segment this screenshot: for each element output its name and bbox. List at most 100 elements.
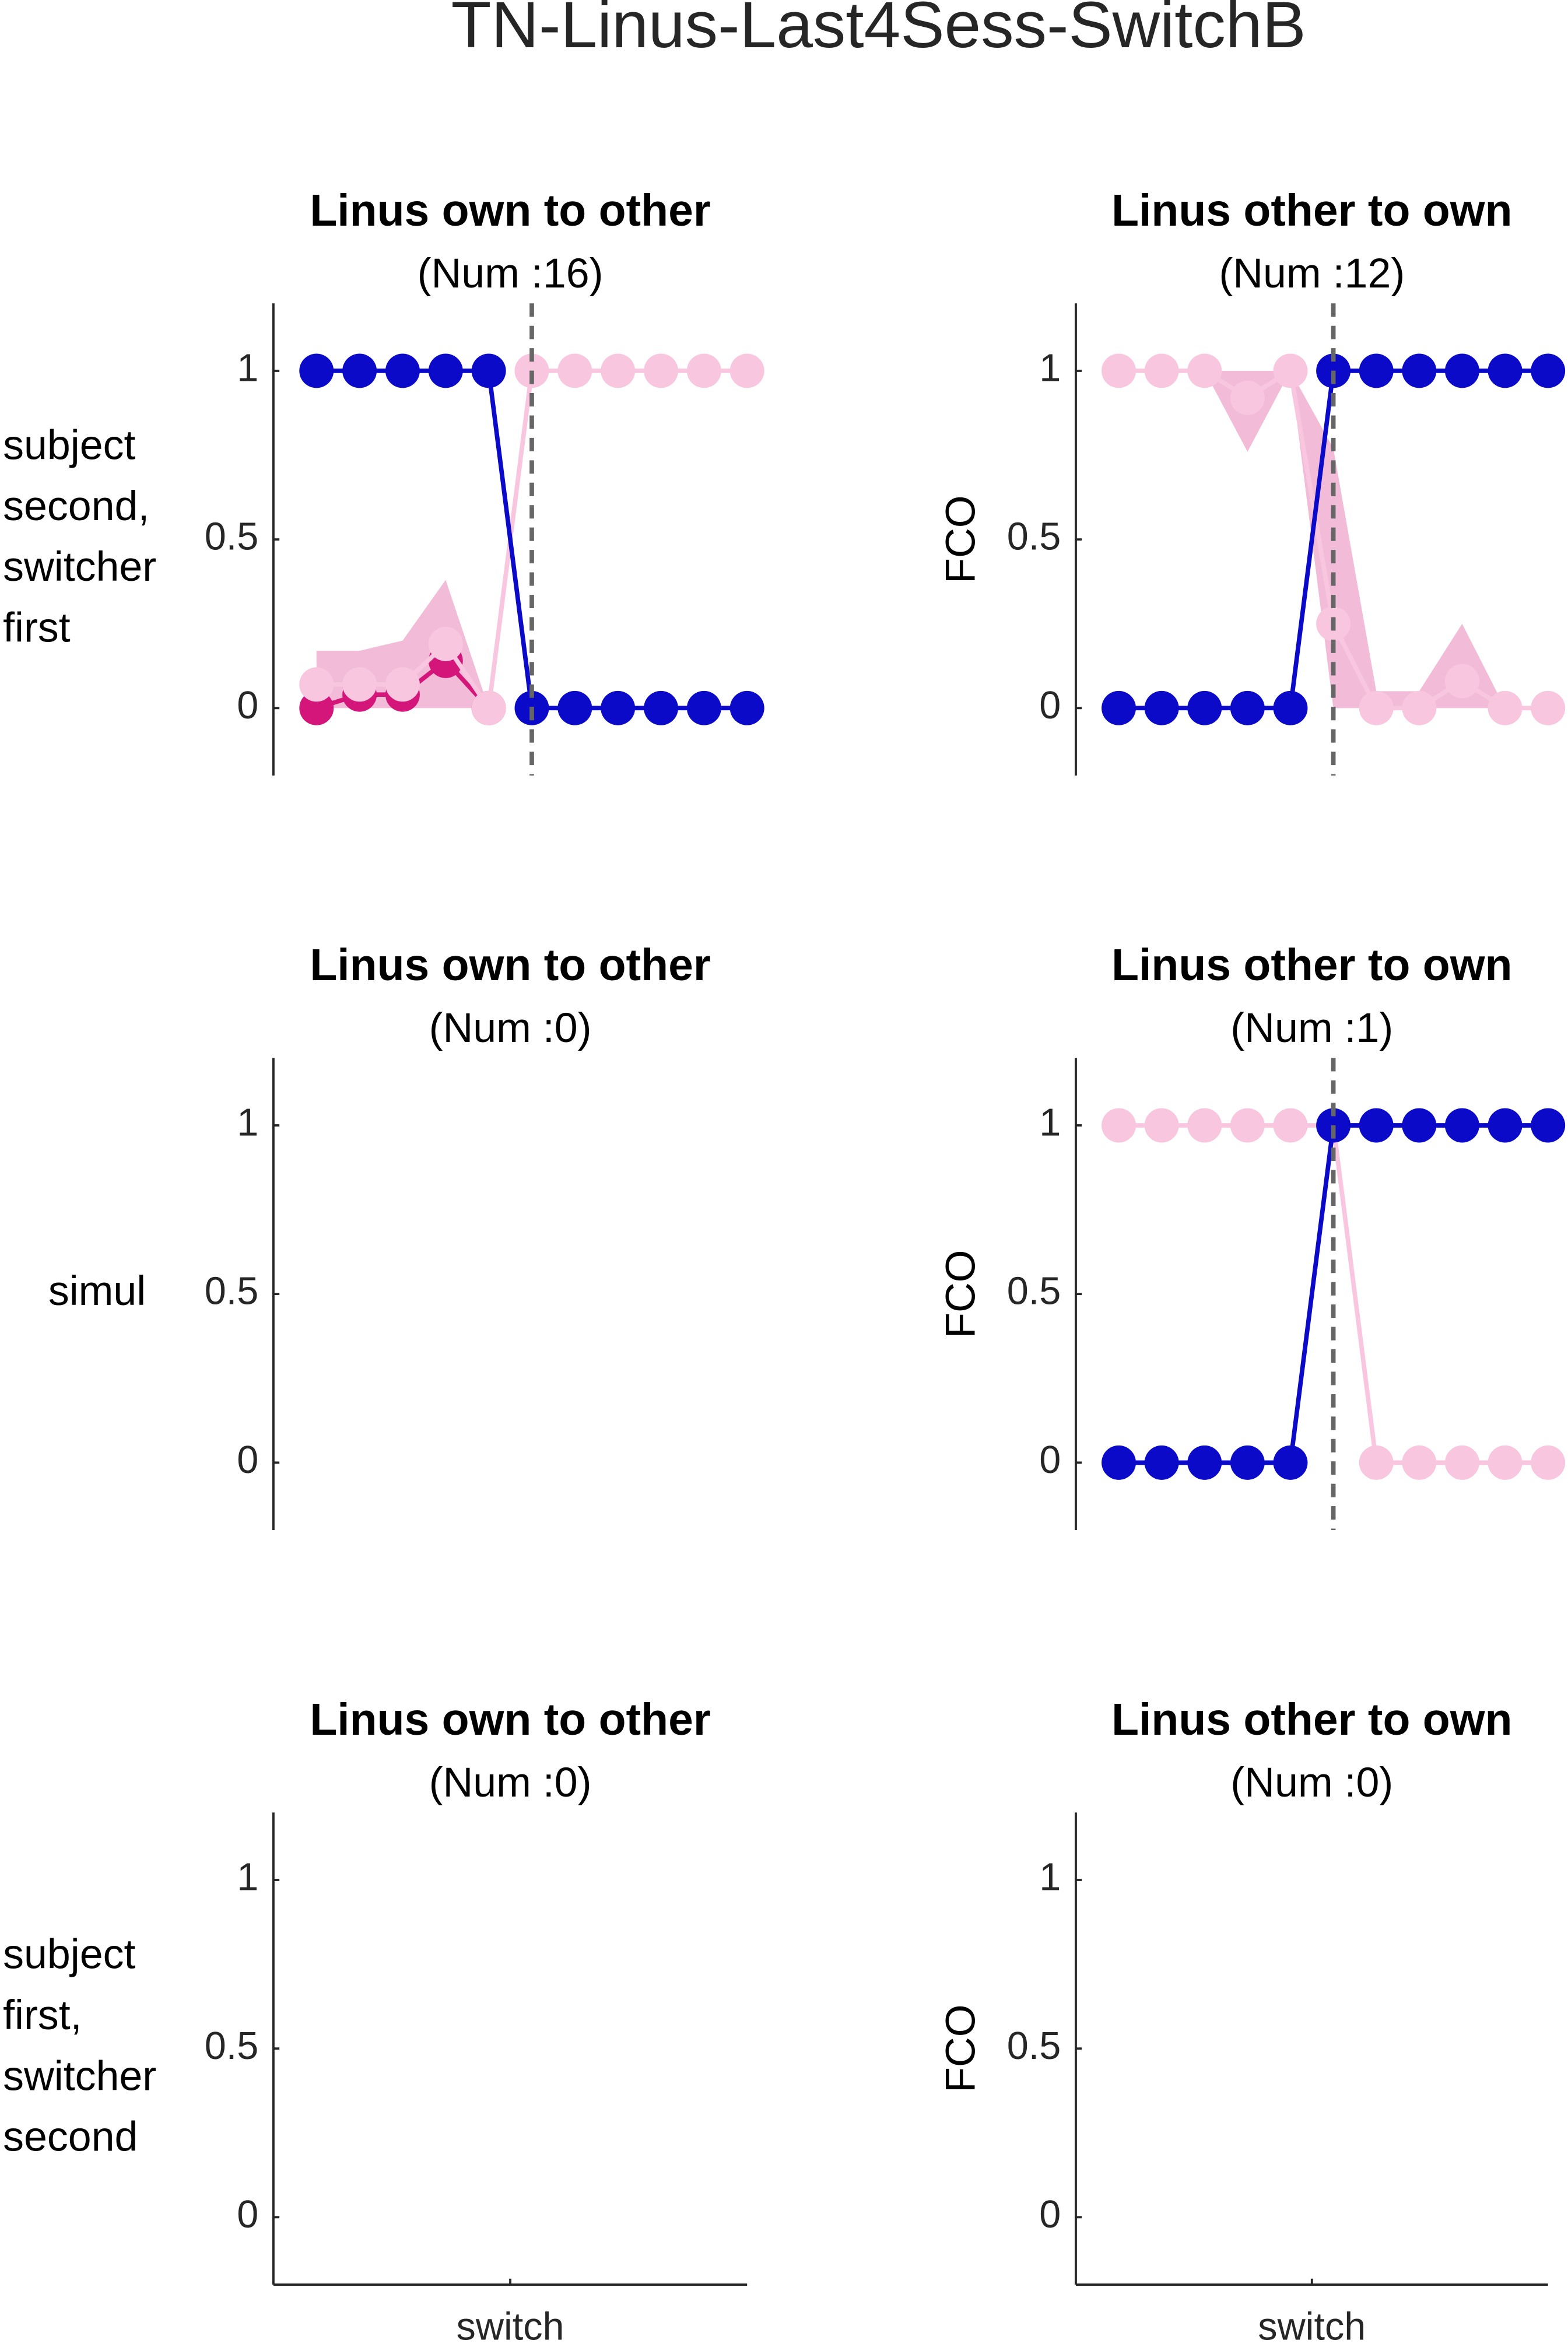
y-tick-label: 1 — [1039, 1856, 1061, 1899]
marker — [557, 353, 592, 388]
x-tick-label: switch — [457, 2306, 564, 2347]
y-tick-label: 0 — [237, 2193, 258, 2236]
row-label: second — [3, 2114, 138, 2160]
marker — [1187, 690, 1222, 725]
marker — [299, 353, 334, 388]
marker — [1359, 1108, 1394, 1143]
figure-title: TN-Linus-Last4Sess-SwitchB — [451, 0, 1306, 61]
marker — [1102, 690, 1136, 725]
marker — [1230, 1445, 1265, 1480]
subplot-subtitle: (Num :0) — [1230, 1759, 1393, 1806]
y-tick-label: 0 — [237, 684, 258, 727]
marker — [1359, 690, 1394, 725]
marker — [1531, 1445, 1566, 1480]
y-tick-label: 0.5 — [205, 2025, 259, 2068]
row-label: second, — [3, 483, 149, 529]
y-tick-label: 0 — [1039, 684, 1061, 727]
subplot-title: Linus own to other — [310, 1695, 710, 1745]
marker — [729, 690, 764, 725]
y-tick-label: 0 — [1039, 1439, 1061, 1482]
marker — [601, 690, 636, 725]
subplot-title: Linus own to other — [310, 940, 710, 990]
marker — [644, 690, 678, 725]
y-tick-label: 1 — [1039, 347, 1061, 390]
marker — [299, 690, 334, 725]
y-axis-label: FCO — [938, 495, 984, 583]
marker — [1488, 690, 1523, 725]
row-label: switcher — [3, 2053, 156, 2099]
y-tick-label: 0.5 — [1007, 2025, 1061, 2068]
marker — [1102, 1108, 1136, 1143]
marker — [1359, 353, 1394, 388]
subplot-subtitle: (Num :0) — [429, 1759, 592, 1806]
marker — [1444, 353, 1479, 388]
x-tick-label: switch — [1258, 2306, 1366, 2347]
marker — [1488, 1445, 1523, 1480]
marker — [1273, 1445, 1308, 1480]
marker — [729, 353, 764, 388]
y-axis-label: FCO — [938, 1250, 984, 1338]
marker — [385, 667, 420, 702]
marker — [1230, 690, 1265, 725]
marker — [1230, 380, 1265, 415]
y-tick-label: 1 — [1039, 1101, 1061, 1145]
marker — [1444, 1108, 1479, 1143]
marker — [1273, 353, 1308, 388]
marker — [1187, 1445, 1222, 1480]
y-axis-label: FCO — [938, 2004, 984, 2092]
row-label: subject — [3, 422, 135, 469]
marker — [342, 353, 377, 388]
y-tick-label: 0 — [237, 1439, 258, 1482]
marker — [1144, 353, 1179, 388]
marker — [1488, 1108, 1523, 1143]
row-label: first, — [3, 1992, 82, 2039]
y-tick-label: 0 — [1039, 2193, 1061, 2236]
marker — [1144, 690, 1179, 725]
marker — [1187, 353, 1222, 388]
marker — [1144, 1108, 1179, 1143]
marker — [1488, 353, 1523, 388]
marker — [428, 626, 463, 661]
marker — [557, 690, 592, 725]
subplot-subtitle: (Num :12) — [1219, 250, 1405, 297]
marker — [1444, 664, 1479, 699]
marker — [1102, 1445, 1136, 1480]
marker — [686, 353, 721, 388]
subplot-title: Linus other to own — [1111, 940, 1512, 990]
marker — [1444, 1445, 1479, 1480]
marker — [1273, 690, 1308, 725]
y-tick-label: 1 — [237, 347, 258, 390]
marker — [471, 690, 506, 725]
marker — [1273, 1108, 1308, 1143]
subplot-title: Linus other to own — [1111, 1695, 1512, 1745]
marker — [1230, 1108, 1265, 1143]
row-label: switcher — [3, 543, 156, 590]
row-label: subject — [3, 1931, 135, 1978]
subplot-title: Linus other to own — [1111, 185, 1512, 236]
marker — [1187, 1108, 1222, 1143]
marker — [1531, 1108, 1566, 1143]
subplot-subtitle: (Num :0) — [429, 1005, 592, 1051]
marker — [299, 667, 334, 702]
marker — [644, 353, 678, 388]
marker — [601, 353, 636, 388]
row-label: simul — [48, 1268, 146, 1314]
y-tick-label: 0.5 — [205, 515, 259, 559]
y-tick-label: 0.5 — [1007, 1270, 1061, 1313]
marker — [1531, 690, 1566, 725]
marker — [1359, 1445, 1394, 1480]
marker — [1144, 1445, 1179, 1480]
marker — [1402, 1445, 1437, 1480]
y-tick-label: 1 — [237, 1101, 258, 1145]
subplot-subtitle: (Num :1) — [1230, 1005, 1393, 1051]
marker — [1402, 690, 1437, 725]
marker — [471, 353, 506, 388]
subplot-title: Linus own to other — [310, 185, 710, 236]
marker — [1531, 353, 1566, 388]
marker — [1402, 353, 1437, 388]
marker — [385, 353, 420, 388]
y-tick-label: 0.5 — [1007, 515, 1061, 559]
subplot-subtitle: (Num :16) — [418, 250, 604, 297]
marker — [1402, 1108, 1437, 1143]
